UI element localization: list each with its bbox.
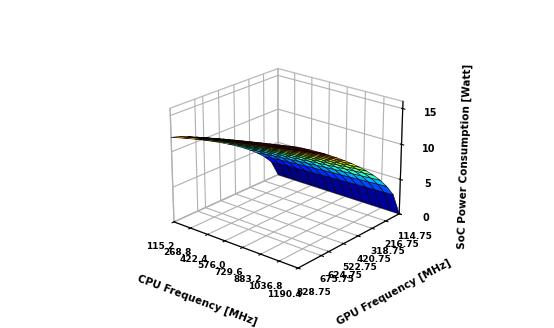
Y-axis label: GPU Frequency [MHz]: GPU Frequency [MHz] — [335, 257, 453, 327]
X-axis label: CPU Frequency [MHz]: CPU Frequency [MHz] — [136, 273, 258, 327]
